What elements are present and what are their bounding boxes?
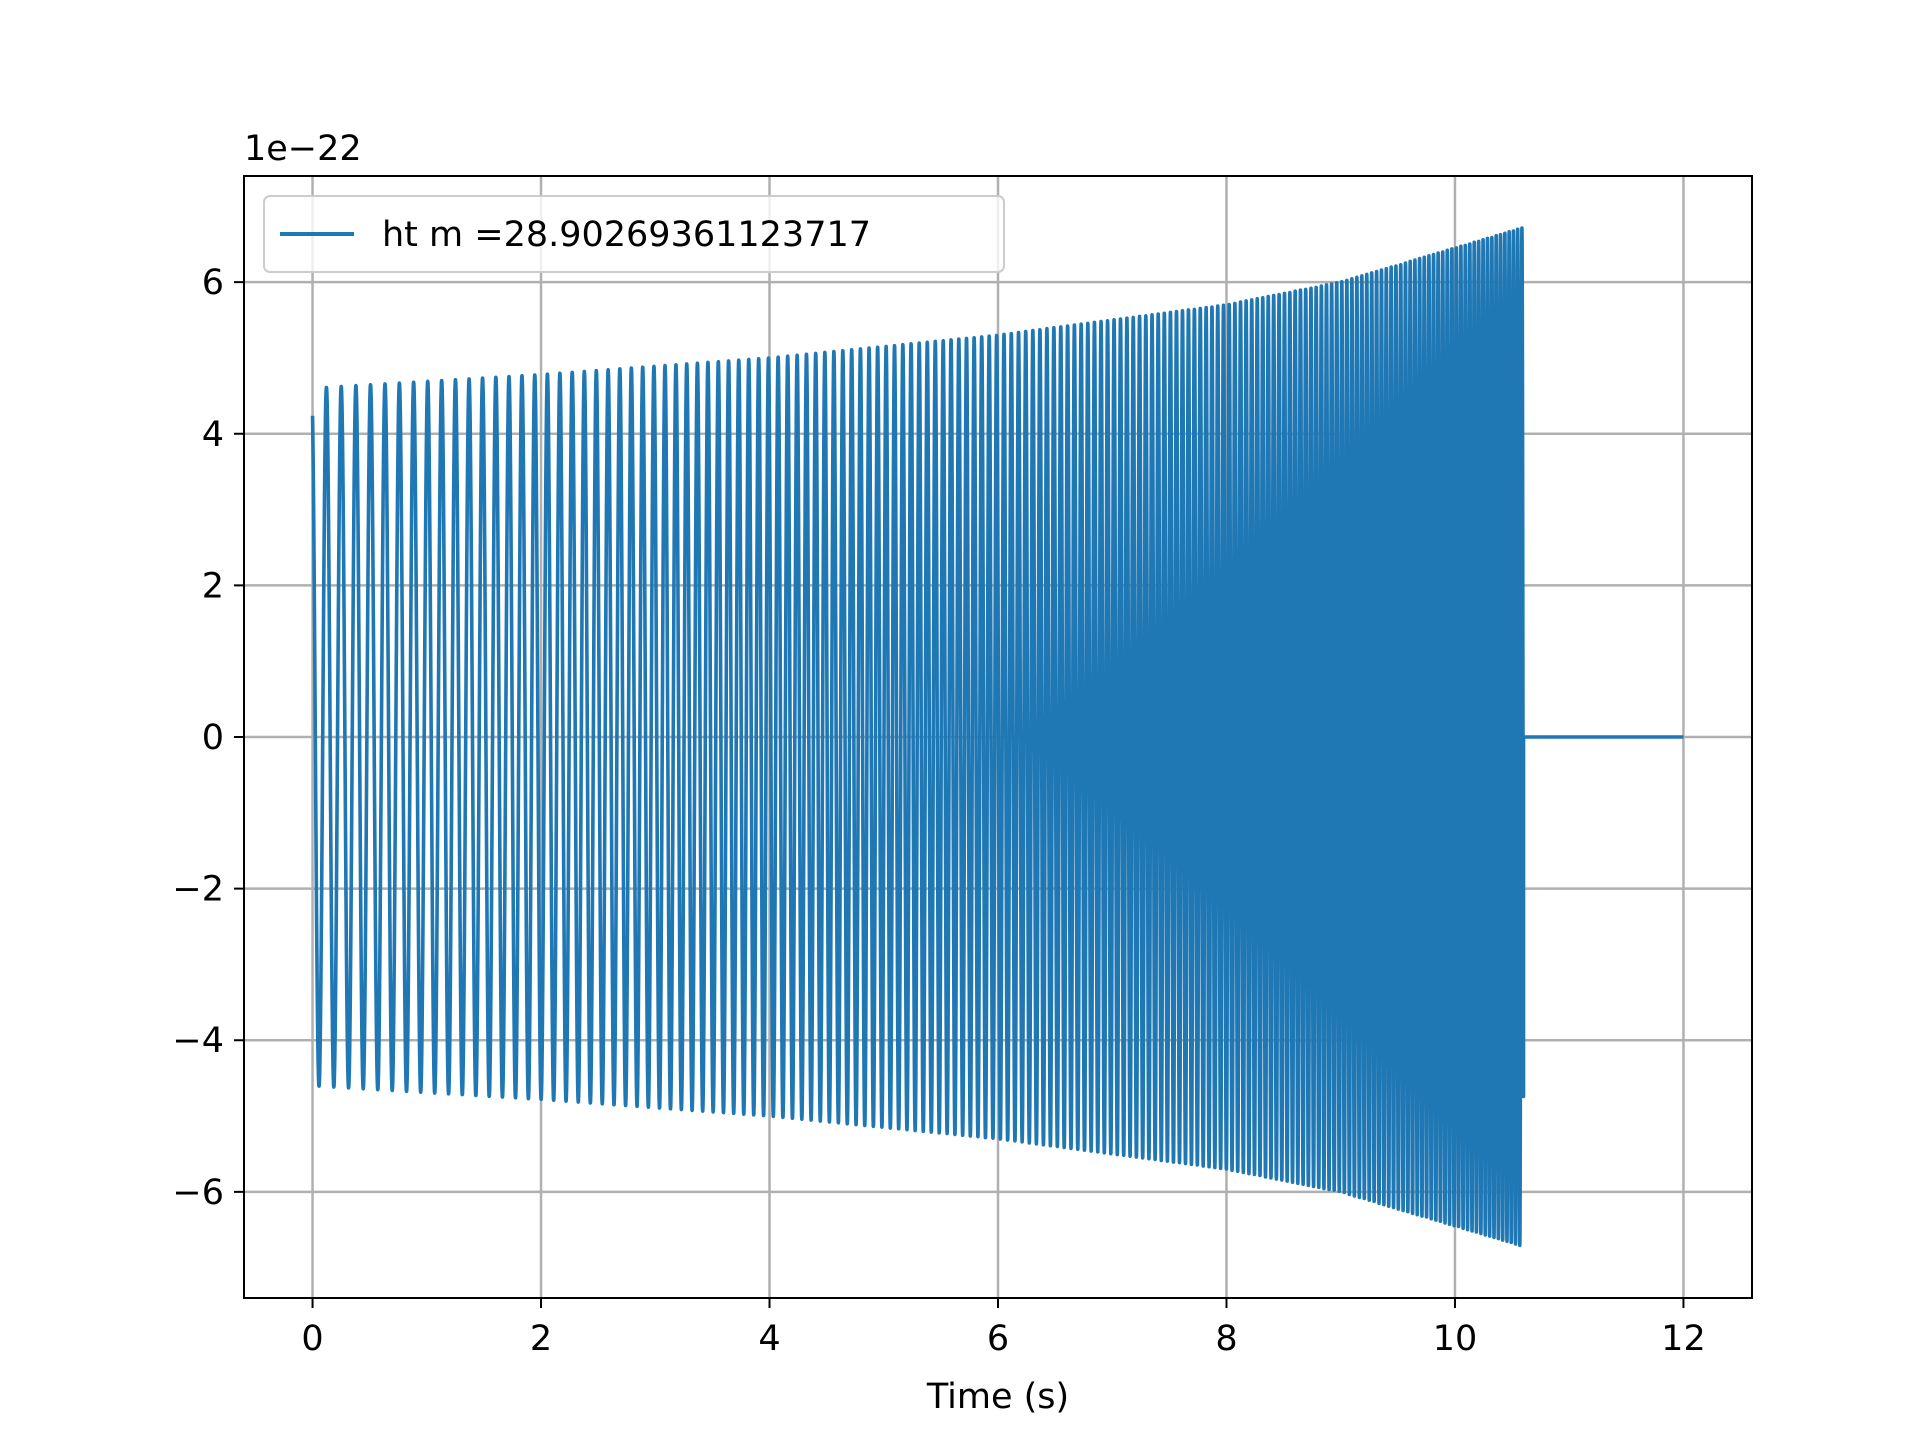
y-scale-offset-label: 1e−22 — [244, 129, 362, 169]
y-tick-label: 4 — [202, 415, 224, 455]
x-tick-label: 12 — [1661, 1319, 1706, 1359]
x-axis: 0 2 4 6 8 10 12 — [301, 1298, 1706, 1359]
legend-label-ht: ht m =28.90269361123717 — [382, 215, 871, 255]
x-tick-label: 4 — [758, 1319, 780, 1359]
legend: ht m =28.90269361123717 — [263, 195, 1005, 273]
y-tick-label: −2 — [172, 870, 224, 910]
y-axis: −6 −4 −2 0 2 4 6 — [172, 263, 244, 1213]
y-tick-label: 6 — [202, 263, 224, 303]
y-tick-label: 2 — [202, 566, 224, 606]
y-tick-label: −4 — [172, 1021, 224, 1061]
x-axis-label: Time (s) — [926, 1377, 1069, 1417]
x-tick-label: 2 — [530, 1319, 552, 1359]
x-tick-label: 10 — [1433, 1319, 1478, 1359]
y-tick-label: 0 — [202, 718, 224, 758]
x-tick-label: 6 — [987, 1319, 1009, 1359]
series-line-ht — [310, 226, 1684, 1248]
legend-box — [263, 195, 1005, 273]
x-tick-label: 8 — [1215, 1319, 1237, 1359]
x-tick-label: 0 — [301, 1319, 323, 1359]
y-tick-label: −6 — [172, 1173, 224, 1213]
plot-area — [310, 226, 1684, 1248]
